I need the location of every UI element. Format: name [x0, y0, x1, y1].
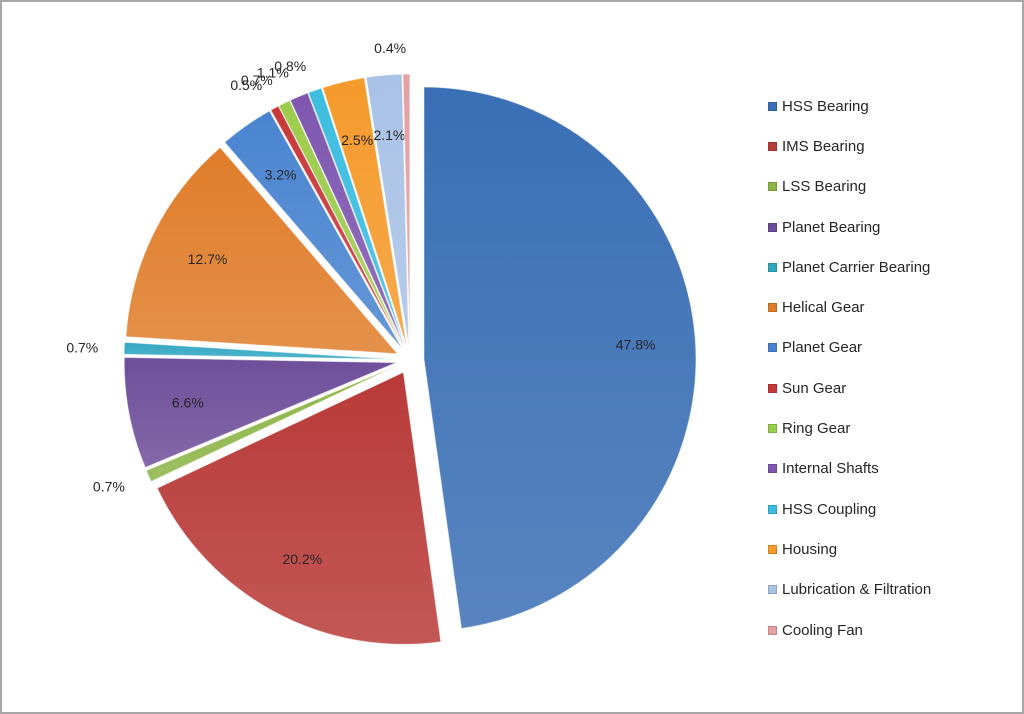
legend-swatch-icon [768, 424, 777, 434]
pie-slice [223, 110, 403, 349]
legend-item: Ring Gear [768, 408, 931, 448]
legend-label: Ring Gear [782, 420, 851, 438]
pie-data-label: 1.1% [257, 65, 289, 81]
legend-item: Sun Gear [768, 368, 931, 408]
pie-slice [307, 87, 406, 347]
legend-item: Cooling Fan [768, 610, 931, 650]
pie-data-label: 0.4% [374, 40, 406, 56]
legend-swatch-icon [768, 262, 777, 272]
legend-label: Planet Carrier Bearing [782, 258, 931, 276]
legend-swatch-icon [768, 625, 777, 635]
legend-label: Internal Shafts [782, 460, 879, 478]
pie-slice [123, 341, 397, 360]
pie-data-label: 0.7% [241, 72, 273, 88]
legend-swatch-icon [768, 343, 777, 353]
legend-label: Planet Bearing [782, 218, 881, 236]
pie-slice [156, 371, 442, 645]
pie-slice [365, 73, 410, 347]
legend-swatch-icon [768, 101, 777, 111]
legend-swatch-icon [768, 585, 777, 595]
legend-swatch-icon [768, 383, 777, 393]
pie-data-label: 2.5% [341, 132, 373, 148]
pie-slice [123, 356, 397, 469]
legend-label: Sun Gear [782, 379, 847, 397]
pie-slice [145, 365, 398, 483]
legend-label: Housing [782, 540, 838, 558]
legend-swatch-icon [768, 303, 777, 313]
legend-label: Helical Gear [782, 299, 865, 317]
legend-label: Planet Gear [782, 339, 863, 357]
pie-data-label: 0.8% [274, 58, 306, 74]
legend-label: Cooling Fan [782, 621, 863, 639]
pie-slice [289, 92, 406, 348]
pie-data-label: 2.1% [373, 127, 405, 143]
legend-item: HSS Coupling [768, 489, 931, 529]
pie-slice [270, 105, 404, 348]
legend-label: IMS Bearing [782, 137, 865, 155]
pie-data-label: 12.7% [188, 251, 228, 267]
pie-data-label: 0.5% [230, 77, 262, 93]
legend-item: Helical Gear [768, 287, 931, 327]
legend-item: Internal Shafts [768, 449, 931, 489]
legend-swatch-icon [768, 504, 777, 514]
legend-item: IMS Bearing [768, 126, 931, 166]
pie-slice [402, 73, 411, 347]
pie-slice [322, 77, 408, 347]
legend-item: Planet Gear [768, 328, 931, 368]
pie-data-label: 0.7% [93, 479, 125, 495]
legend-item: Planet Carrier Bearing [768, 247, 931, 287]
pie-data-label: 3.2% [265, 167, 297, 183]
pie-data-label: 47.8% [616, 336, 656, 352]
legend-item: LSS Bearing [768, 167, 931, 207]
pie-slice [278, 99, 405, 348]
legend-swatch-icon [768, 182, 777, 192]
legend-swatch-icon [768, 222, 777, 232]
legend-swatch-icon [768, 544, 777, 554]
legend-swatch-icon [768, 464, 777, 474]
legend-label: Lubrication & Filtration [782, 581, 932, 599]
pie-data-label: 0.7% [66, 339, 98, 355]
pie-data-label: 6.6% [172, 394, 204, 410]
legend-swatch-icon [768, 141, 777, 151]
legend-item: HSS Bearing [768, 86, 931, 126]
legend-label: HSS Bearing [782, 97, 869, 115]
pie-slice [423, 86, 697, 630]
pie-slice [125, 146, 399, 355]
legend-item: Housing [768, 529, 931, 569]
legend-item: Lubrication & Filtration [768, 570, 931, 610]
pie-data-label: 20.2% [282, 551, 322, 567]
legend-label: HSS Coupling [782, 500, 877, 518]
legend-item: Planet Bearing [768, 207, 931, 247]
legend-label: LSS Bearing [782, 178, 867, 196]
legend: HSS Bearing IMS Bearing LSS Bearing Plan… [768, 86, 931, 650]
